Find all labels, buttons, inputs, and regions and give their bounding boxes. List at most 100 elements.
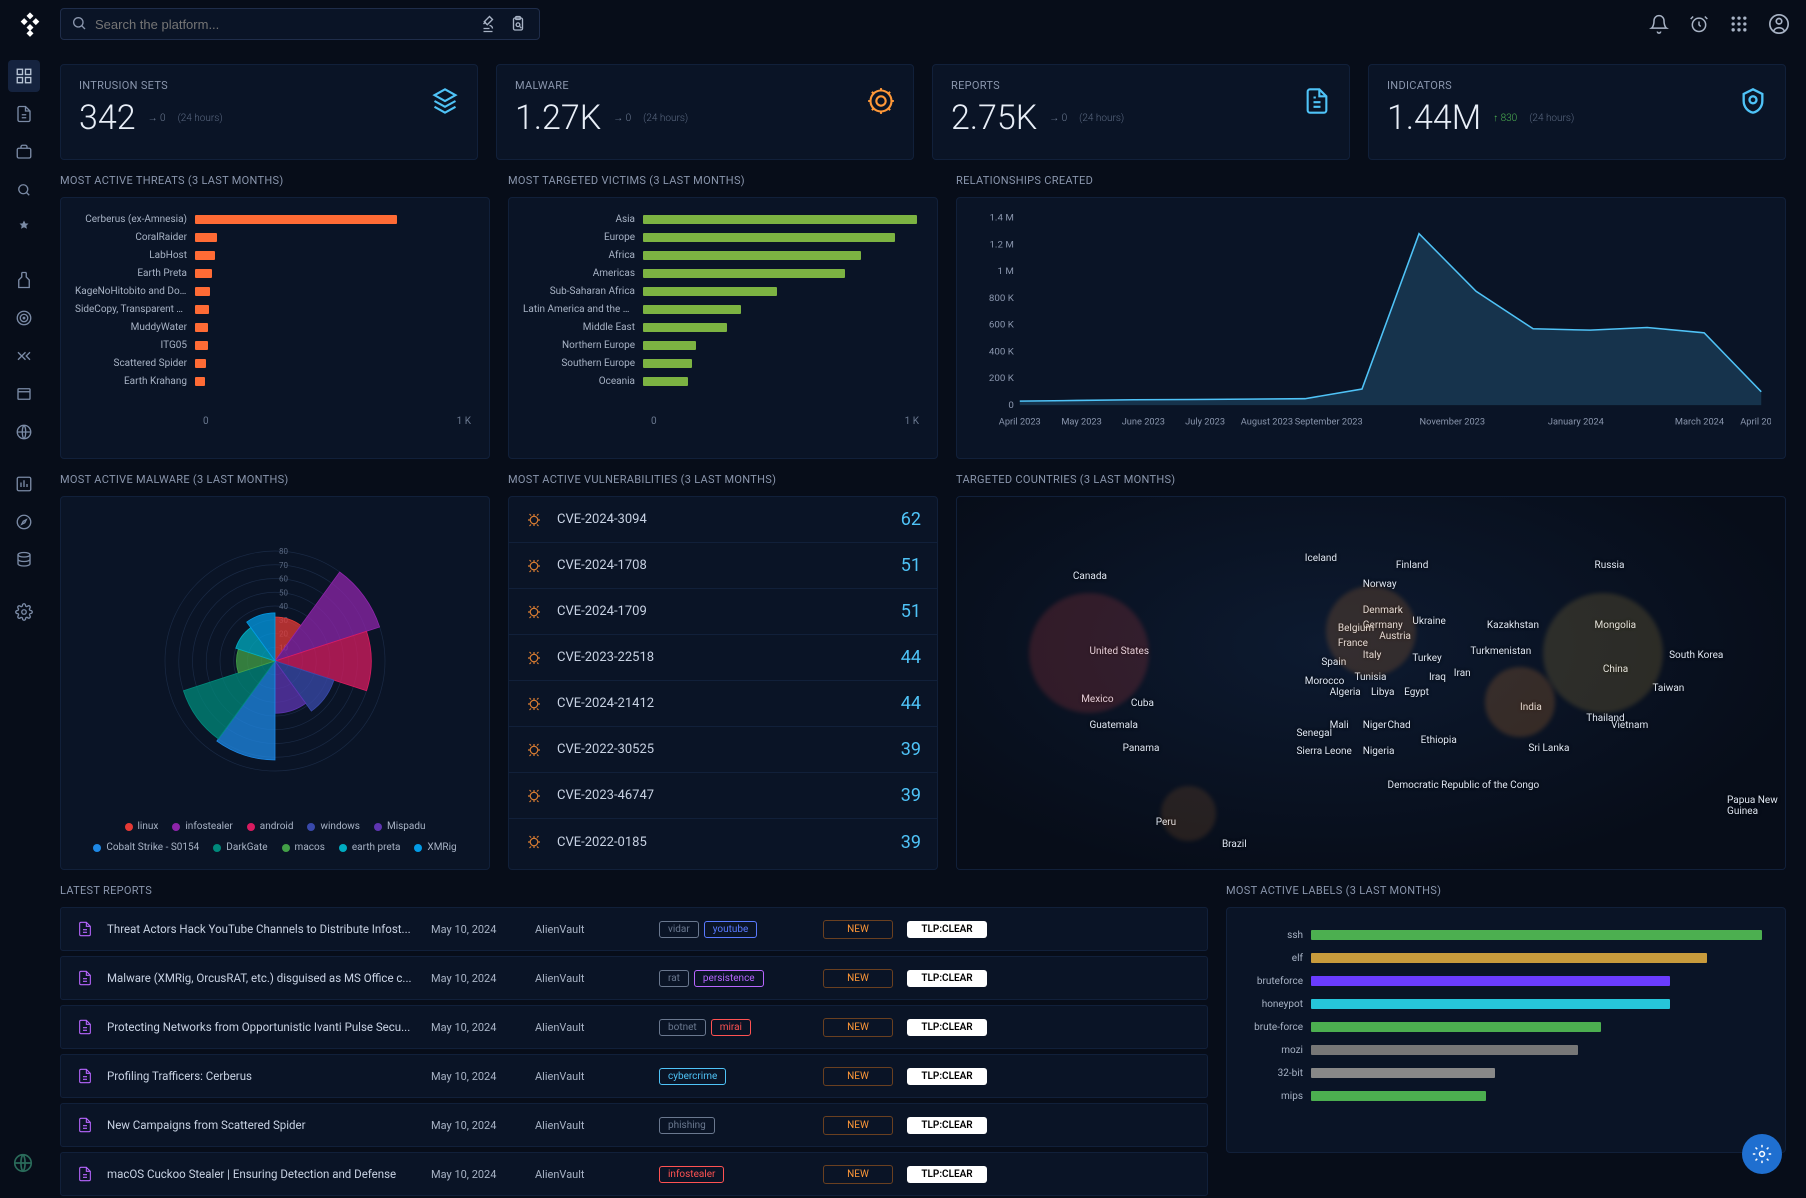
map-country-label[interactable]: Sri Lanka <box>1528 743 1569 754</box>
kpi-card[interactable]: INDICATORS 1.44M ↑ 830 (24 hours) <box>1368 64 1786 160</box>
report-row[interactable]: macOS Cuckoo Stealer | Ensuring Detectio… <box>60 1152 1208 1196</box>
report-row[interactable]: Profiling Trafficers: Cerberus May 10, 2… <box>60 1054 1208 1098</box>
report-tag[interactable]: cybercrime <box>659 1068 726 1085</box>
map-country-label[interactable]: Brazil <box>1222 839 1247 850</box>
map-country-label[interactable]: Taiwan <box>1653 683 1685 694</box>
map-country-label[interactable]: Cuba <box>1131 698 1154 709</box>
map-country-label[interactable]: Ukraine <box>1412 616 1445 627</box>
legend-item[interactable]: macos <box>282 842 325 853</box>
label-bar-row[interactable]: mozi <box>1241 1041 1771 1059</box>
global-search[interactable] <box>60 8 540 40</box>
report-row[interactable]: Threat Actors Hack YouTube Channels to D… <box>60 907 1208 951</box>
map-country-label[interactable]: Democratic Republic of the Congo <box>1388 780 1540 791</box>
map-country-label[interactable]: Turkey <box>1412 653 1441 664</box>
bar-row[interactable]: Earth Preta <box>75 264 475 282</box>
bar-row[interactable]: Oceania <box>523 372 923 390</box>
map-country-label[interactable]: Iraq <box>1429 672 1446 683</box>
kpi-card[interactable]: INTRUSION SETS 342 → 0 (24 hours) <box>60 64 478 160</box>
bar-row[interactable]: LabHost <box>75 246 475 264</box>
bar-row[interactable]: Southern Europe <box>523 354 923 372</box>
nav-threats[interactable] <box>8 212 40 244</box>
kpi-card[interactable]: REPORTS 2.75K → 0 (24 hours) <box>932 64 1350 160</box>
label-bar-row[interactable]: 32-bit <box>1241 1064 1771 1082</box>
nav-observations[interactable] <box>8 174 40 206</box>
map-country-label[interactable]: Finland <box>1396 560 1429 571</box>
vulnerability-row[interactable]: CVE-2022-30525 39 <box>509 727 937 773</box>
report-tag[interactable]: mirai <box>711 1019 751 1036</box>
kpi-card[interactable]: MALWARE 1.27K → 0 (24 hours) <box>496 64 914 160</box>
bar-row[interactable]: Scattered Spider <box>75 354 475 372</box>
nav-cases[interactable] <box>8 136 40 168</box>
report-tag[interactable]: rat <box>659 970 689 987</box>
bar-row[interactable]: Middle East <box>523 318 923 336</box>
bar-row[interactable]: ITG05 <box>75 336 475 354</box>
bar-row[interactable]: Cerberus (ex-Amnesia) <box>75 210 475 228</box>
map-country-label[interactable]: Senegal <box>1296 728 1332 739</box>
microscope-icon[interactable] <box>477 13 499 35</box>
report-tag[interactable]: botnet <box>659 1019 706 1036</box>
bar-row[interactable]: Americas <box>523 264 923 282</box>
legend-item[interactable]: infostealer <box>172 821 232 832</box>
bar-row[interactable]: Sub-Saharan Africa <box>523 282 923 300</box>
map-country-label[interactable]: Kazakhstan <box>1487 620 1539 631</box>
map-country-label[interactable]: Iran <box>1454 668 1471 679</box>
apps-icon[interactable] <box>1728 13 1750 35</box>
nav-arsenal[interactable] <box>8 264 40 296</box>
nav-data[interactable] <box>8 544 40 576</box>
report-row[interactable]: New Campaigns from Scattered Spider May … <box>60 1103 1208 1147</box>
map-country-label[interactable]: Ethiopia <box>1421 735 1457 746</box>
map-country-label[interactable]: Canada <box>1073 571 1107 582</box>
vulnerability-row[interactable]: CVE-2023-46747 39 <box>509 773 937 819</box>
bar-row[interactable]: Latin America and the Ca... <box>523 300 923 318</box>
vulnerability-row[interactable]: CVE-2024-21412 44 <box>509 681 937 727</box>
legend-item[interactable]: android <box>247 821 294 832</box>
map-country-label[interactable]: Sierra Leone <box>1296 746 1351 757</box>
nav-globe[interactable] <box>8 416 40 448</box>
report-tag[interactable]: phishing <box>659 1117 715 1134</box>
vulnerability-row[interactable]: CVE-2022-0185 39 <box>509 819 937 865</box>
map-country-label[interactable]: Chad <box>1388 720 1411 731</box>
legend-item[interactable]: XMRig <box>414 842 456 853</box>
bar-row[interactable]: Africa <box>523 246 923 264</box>
vulnerability-row[interactable]: CVE-2023-22518 44 <box>509 635 937 681</box>
report-tag[interactable]: vidar <box>659 921 699 938</box>
bar-row[interactable]: Earth Krahang <box>75 372 475 390</box>
bar-row[interactable]: MuddyWater <box>75 318 475 336</box>
label-bar-row[interactable]: bruteforce <box>1241 972 1771 990</box>
map-country-label[interactable]: Niger <box>1363 720 1387 731</box>
label-bar-row[interactable]: brute-force <box>1241 1018 1771 1036</box>
nav-explorer[interactable] <box>8 506 40 538</box>
report-tag[interactable]: persistence <box>694 970 764 987</box>
map-country-label[interactable]: Algeria <box>1330 687 1361 698</box>
bar-row[interactable]: Europe <box>523 228 923 246</box>
nav-dashboard[interactable] <box>8 60 40 92</box>
bar-row[interactable]: Asia <box>523 210 923 228</box>
bell-icon[interactable] <box>1648 13 1670 35</box>
map-country-label[interactable]: Thailand <box>1586 713 1624 724</box>
nav-techniques[interactable] <box>8 302 40 334</box>
report-tag[interactable]: infostealer <box>659 1166 724 1183</box>
bar-row[interactable]: KageNoHitobito and Do... <box>75 282 475 300</box>
vulnerability-row[interactable]: CVE-2024-3094 62 <box>509 497 937 543</box>
nav-settings[interactable] <box>8 596 40 628</box>
report-row[interactable]: Malware (XMRig, OrcusRAT, etc.) disguise… <box>60 956 1208 1000</box>
clipboard-search-icon[interactable] <box>507 13 529 35</box>
map-country-label[interactable]: Papua New Guinea <box>1727 795 1785 817</box>
report-tag[interactable]: youtube <box>704 921 758 938</box>
globe-footer-icon[interactable] <box>12 1152 34 1174</box>
map-country-label[interactable]: Egypt <box>1404 687 1429 698</box>
map-country-label[interactable]: Mali <box>1330 720 1349 731</box>
legend-item[interactable]: Cobalt Strike - S0154 <box>93 842 199 853</box>
nav-analytics[interactable] <box>8 468 40 500</box>
map-country-label[interactable]: Guatemala <box>1089 720 1137 731</box>
bar-row[interactable]: SideCopy, Transparent Tr... <box>75 300 475 318</box>
bar-row[interactable]: Northern Europe <box>523 336 923 354</box>
map-country-label[interactable]: Nigeria <box>1363 746 1395 757</box>
account-icon[interactable] <box>1768 13 1790 35</box>
label-bar-row[interactable]: honeypot <box>1241 995 1771 1013</box>
map-country-label[interactable]: Panama <box>1123 743 1160 754</box>
legend-item[interactable]: earth preta <box>339 842 401 853</box>
search-input[interactable] <box>95 17 469 32</box>
legend-item[interactable]: windows <box>307 821 360 832</box>
report-row[interactable]: Protecting Networks from Opportunistic I… <box>60 1005 1208 1049</box>
